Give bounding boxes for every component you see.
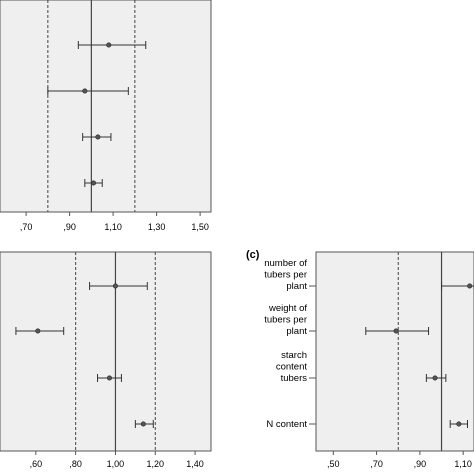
- plot-area: [0, 0, 212, 213]
- point-estimate: [95, 134, 101, 140]
- point-estimate: [35, 328, 41, 334]
- category-label: tubers per: [264, 270, 307, 281]
- x-tick-label: ,90: [414, 459, 427, 469]
- category-label: plant: [286, 281, 307, 292]
- x-tick-label: ,60: [30, 459, 43, 469]
- point-estimate: [106, 375, 112, 381]
- category-label: plant: [286, 326, 307, 337]
- x-tick-label: 1,10: [454, 459, 472, 469]
- category-label: weight of: [268, 303, 307, 314]
- category-label: starch: [281, 350, 307, 361]
- plot-area: [315, 251, 474, 452]
- category-label: N content: [266, 419, 307, 430]
- point-estimate: [112, 283, 118, 289]
- x-tick-label: ,50: [327, 459, 340, 469]
- x-tick-label: 1,40: [186, 459, 204, 469]
- x-tick-label: ,70: [370, 459, 383, 469]
- point-estimate: [456, 421, 462, 427]
- point-estimate: [467, 283, 473, 289]
- panel-a-forest-plot: ,70 ,90 1,10 1,30 1,50: [0, 0, 212, 232]
- x-tick-label: 1,20: [146, 459, 164, 469]
- point-estimate: [140, 421, 146, 427]
- x-tick-label: 1,30: [148, 222, 166, 232]
- point-estimate: [106, 42, 112, 48]
- x-tick-label: 1,00: [107, 459, 125, 469]
- point-estimate: [432, 375, 438, 381]
- x-tick-label: 1,50: [191, 222, 209, 232]
- plot-area: [0, 251, 212, 452]
- point-estimate: [82, 88, 88, 94]
- x-tick-label: ,90: [63, 222, 76, 232]
- x-tick-label: 1,10: [104, 222, 122, 232]
- x-tick-label: ,70: [20, 222, 33, 232]
- point-estimate: [393, 328, 399, 334]
- category-label: tubers: [281, 373, 308, 384]
- panel-b-forest-plot: ,60 ,80 1,00 1,20 1,40: [0, 251, 212, 469]
- category-label: content: [276, 362, 308, 373]
- point-estimate: [91, 180, 97, 186]
- panel-c-label: (c): [246, 249, 260, 261]
- category-label: number of: [264, 258, 307, 269]
- x-tick-label: ,80: [69, 459, 82, 469]
- category-label: tubers per: [264, 315, 307, 326]
